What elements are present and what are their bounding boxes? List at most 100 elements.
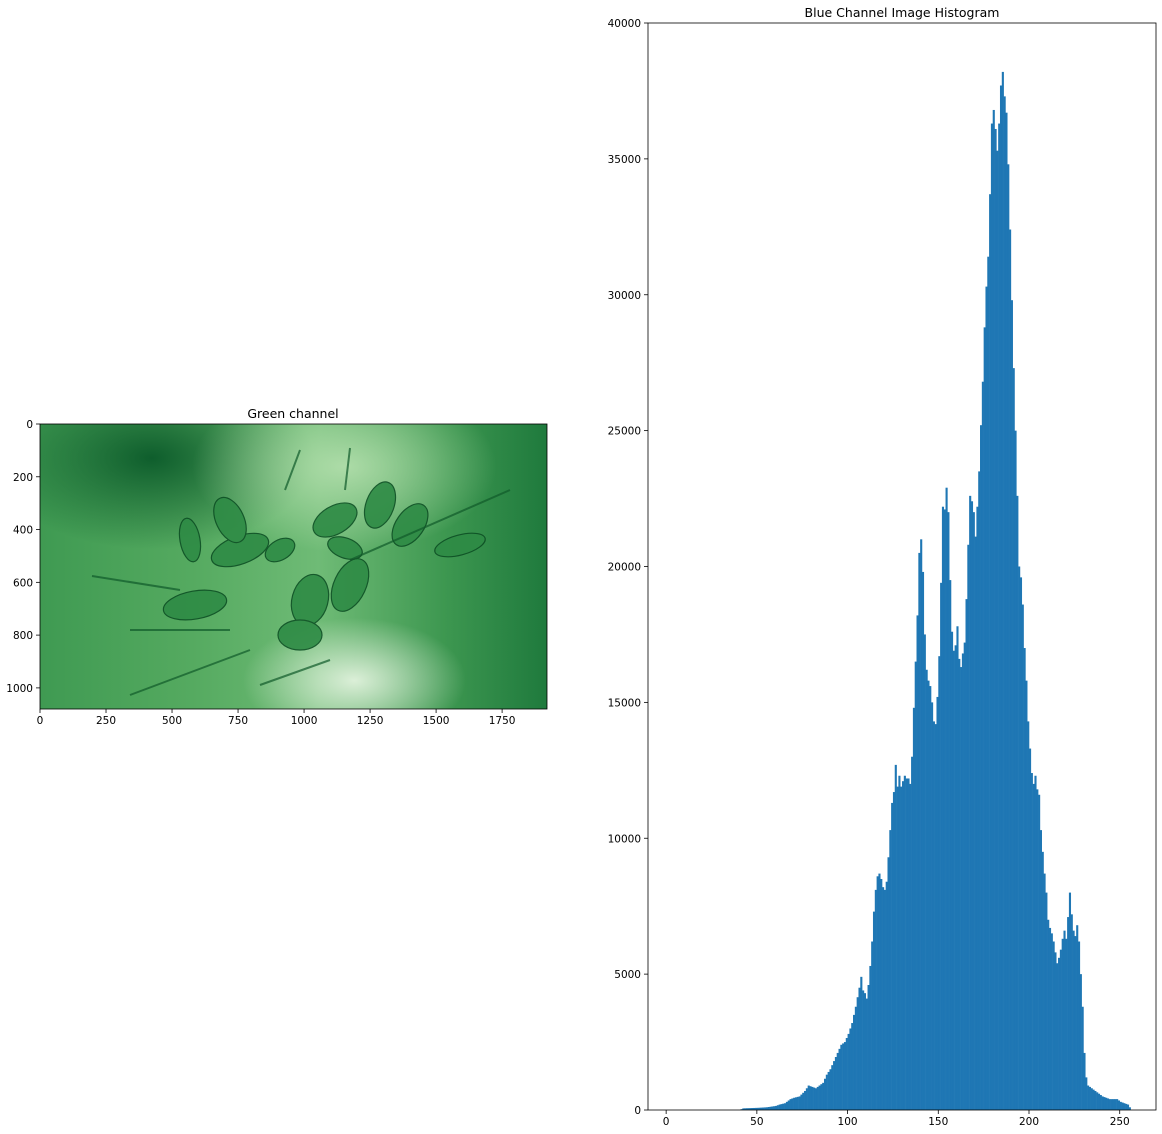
histogram-bar <box>805 1088 808 1110</box>
green-channel-axes: Green channel <box>6 406 548 727</box>
histogram-bar <box>891 802 894 1110</box>
histogram-bar <box>885 881 888 1110</box>
histogram-bar <box>1088 1086 1091 1110</box>
histogram-bar <box>1097 1093 1101 1110</box>
x-tick-label: 500 <box>162 715 182 727</box>
histogram-bar <box>929 686 932 1110</box>
histogram-bar <box>1117 1100 1121 1110</box>
histogram-bar <box>1065 938 1068 1110</box>
histogram-bar <box>887 857 890 1110</box>
histogram-bar <box>912 707 915 1110</box>
histogram-bar <box>1128 1107 1131 1110</box>
histogram-bar <box>1003 96 1006 1111</box>
histogram-bar <box>960 667 963 1110</box>
histogram-bar <box>764 1107 767 1110</box>
histogram-bar <box>1029 748 1032 1110</box>
histogram-x-ticks: 0 50 100 150 200 250 <box>663 1110 1130 1128</box>
histogram-bar <box>771 1106 774 1110</box>
histogram-bar <box>1125 1103 1128 1110</box>
histogram-bar <box>1083 1052 1086 1110</box>
histogram-bar <box>767 1107 770 1110</box>
histogram-bar <box>882 887 885 1110</box>
histogram-bar <box>945 487 948 1110</box>
histogram-bar <box>909 783 912 1110</box>
histogram-bar <box>974 536 977 1110</box>
x-tick-label: 0 <box>663 1116 670 1128</box>
histogram-bar <box>1092 1089 1095 1110</box>
histogram-bar <box>883 889 886 1110</box>
histogram-bar <box>778 1104 781 1110</box>
histogram-bar <box>1012 368 1015 1110</box>
histogram-bar <box>1048 927 1052 1110</box>
y-tick-label: 0 <box>634 1105 641 1117</box>
histogram-bar <box>780 1104 783 1110</box>
histogram-bar <box>889 830 892 1110</box>
histogram-bar <box>845 1037 848 1110</box>
y-tick-label: 400 <box>13 525 33 537</box>
histogram-bar <box>820 1084 823 1110</box>
histogram-bar <box>853 1014 856 1110</box>
histogram-bar <box>949 580 952 1110</box>
histogram-bar <box>921 571 925 1110</box>
histogram-bar <box>749 1108 752 1110</box>
histogram-bar <box>965 599 968 1110</box>
histogram-bar <box>896 786 899 1110</box>
histogram-bar <box>892 792 896 1110</box>
histogram-bar <box>1014 430 1017 1111</box>
histogram-bar <box>834 1057 837 1110</box>
histogram-bar <box>958 658 961 1110</box>
histogram-bar <box>985 286 988 1111</box>
x-tick-label: 750 <box>228 715 248 727</box>
y-tick-label: 25000 <box>608 426 641 438</box>
histogram-bar <box>1030 773 1033 1110</box>
histogram-bar <box>961 653 964 1110</box>
histogram-bar <box>1105 1097 1108 1110</box>
histogram-bar <box>1063 930 1066 1110</box>
x-tick-label: 250 <box>1110 1116 1130 1128</box>
histogram-bar <box>787 1100 790 1110</box>
y-tick-label: 0 <box>26 419 33 431</box>
histogram-bar <box>898 775 901 1110</box>
histogram-bar <box>798 1096 801 1110</box>
histogram-bar <box>1054 952 1057 1110</box>
histogram-bar <box>822 1082 825 1110</box>
green-channel-title: Green channel <box>247 406 338 421</box>
histogram-bar <box>843 1042 847 1110</box>
histogram-bar <box>760 1107 763 1110</box>
histogram-bar <box>876 876 879 1110</box>
histogram-bar <box>1036 789 1039 1110</box>
histogram-bar <box>807 1085 810 1110</box>
y-tick-label: 20000 <box>608 562 641 574</box>
histogram-bar <box>989 194 992 1110</box>
histogram-bar <box>847 1033 850 1110</box>
histogram-bar <box>775 1105 778 1110</box>
histogram-bar <box>1096 1092 1099 1110</box>
histogram-bar <box>987 256 990 1110</box>
histogram-bar <box>905 778 908 1110</box>
histogram-bar <box>880 879 883 1110</box>
histogram-bar <box>996 150 999 1111</box>
histogram-bar <box>1018 566 1021 1110</box>
green-channel-y-ticks: 0 200 400 600 800 1000 <box>6 419 40 695</box>
histogram-bar <box>970 501 974 1110</box>
histogram-bar <box>925 669 928 1110</box>
histogram-bar <box>1072 930 1075 1110</box>
histogram-bar <box>1052 941 1055 1110</box>
histogram-bar <box>1043 873 1046 1110</box>
histogram-bar <box>829 1069 832 1110</box>
histogram-bar <box>804 1090 807 1110</box>
histogram-bar <box>871 941 874 1110</box>
histogram-bar <box>854 1006 857 1110</box>
histogram-bar <box>954 645 957 1110</box>
histogram-bar <box>963 642 966 1110</box>
histogram-bar <box>814 1088 818 1110</box>
histogram-bar <box>1056 963 1059 1110</box>
x-tick-label: 0 <box>37 715 44 727</box>
histogram-bar <box>849 1028 852 1110</box>
histogram-bar <box>1067 917 1070 1110</box>
histogram-bar <box>1041 851 1044 1110</box>
histogram-bar <box>967 544 970 1110</box>
histogram-bar <box>1007 164 1010 1110</box>
histogram-bar <box>1112 1099 1115 1110</box>
histogram-bar <box>1079 974 1082 1111</box>
